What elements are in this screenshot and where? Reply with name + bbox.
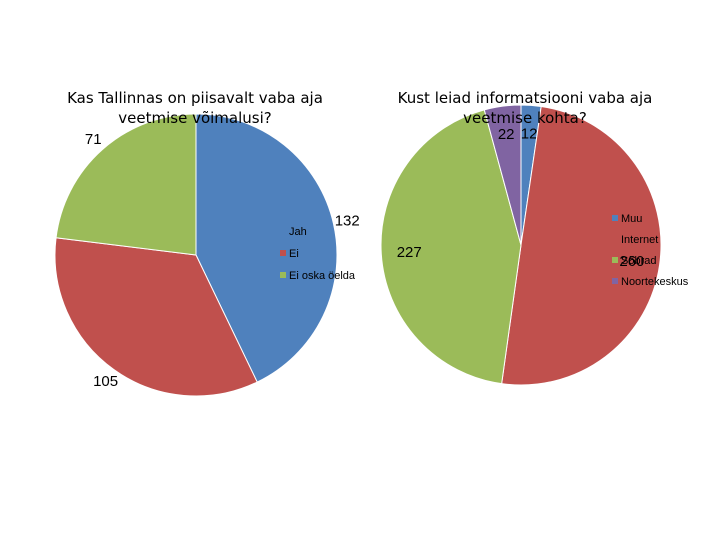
pie-slice-internet bbox=[501, 105, 662, 386]
legend-label: Ei oska öelda bbox=[289, 270, 356, 282]
pie-slice-noortekeskus bbox=[483, 104, 522, 246]
legend-right: Muu Internet Sõbrad Noortekeskus bbox=[612, 213, 688, 297]
pie-slice-ei bbox=[54, 237, 258, 397]
data-label: 105 bbox=[93, 373, 118, 390]
legend-label: Jah bbox=[289, 226, 307, 238]
legend-swatch bbox=[280, 228, 286, 234]
data-label: 227 bbox=[397, 244, 422, 261]
legend-label: Internet bbox=[621, 234, 659, 246]
legend-left: Jah Ei Ei oska öelda bbox=[280, 226, 355, 292]
legend-item-jah: Jah bbox=[280, 226, 355, 248]
legend-label: Ei bbox=[289, 248, 299, 260]
legend-label: Muu bbox=[621, 213, 643, 225]
legend-label: Sõbrad bbox=[621, 255, 657, 267]
chart-title-right: Kust leiad informatsiooni vaba aja veetm… bbox=[397, 89, 653, 127]
pie-chart-info-source: 12 260 227 22 bbox=[380, 104, 662, 386]
legend-swatch bbox=[612, 215, 618, 221]
pie-slice-ei-oska-elda bbox=[55, 113, 197, 256]
data-label: 12 bbox=[521, 125, 538, 142]
legend-item-internet: Internet bbox=[612, 234, 688, 255]
pie-slice-jah bbox=[195, 113, 338, 383]
chart-title-left: Kas Tallinnas on piisavalt vaba aja veet… bbox=[67, 89, 323, 127]
pie-slice-s-brad bbox=[380, 109, 522, 385]
data-label: 132 bbox=[335, 212, 360, 229]
legend-swatch bbox=[280, 272, 286, 278]
legend-swatch bbox=[280, 250, 286, 256]
pie-chart-tallinn-leisure: 132 105 71 bbox=[54, 113, 360, 397]
legend-item-muu: Muu bbox=[612, 213, 688, 234]
data-label: 22 bbox=[498, 126, 515, 143]
legend-swatch bbox=[612, 278, 618, 284]
legend-item-ei-oska-oelda: Ei oska öelda bbox=[280, 270, 355, 292]
legend-item-sobrad: Sõbrad bbox=[612, 255, 688, 276]
legend-item-noortekeskus: Noortekeskus bbox=[612, 276, 688, 297]
legend-swatch bbox=[612, 257, 618, 263]
legend-label: Noortekeskus bbox=[621, 276, 689, 288]
legend-swatch bbox=[612, 236, 618, 242]
legend-item-ei: Ei bbox=[280, 248, 355, 270]
data-label: 71 bbox=[85, 131, 102, 148]
data-label: 260 bbox=[619, 253, 644, 270]
